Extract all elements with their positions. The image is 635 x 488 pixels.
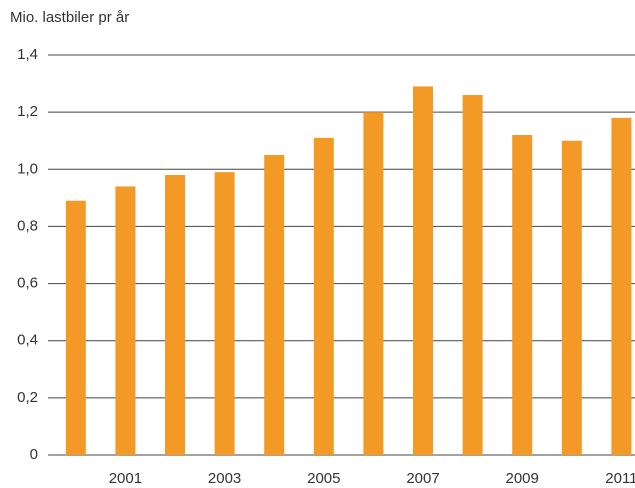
bar: [462, 95, 483, 455]
y-tick-label: 0,6: [17, 275, 38, 292]
y-tick-label: 1,2: [17, 103, 38, 120]
x-tick-label: 2003: [208, 470, 241, 487]
bar: [264, 155, 285, 455]
x-tick-label: 2005: [307, 470, 340, 487]
bar: [214, 172, 235, 455]
y-tick-label: 1,0: [17, 160, 38, 177]
y-tick-label: 0,8: [17, 217, 38, 234]
chart-title: Mio. lastbiler pr år: [10, 9, 129, 26]
bar: [363, 112, 384, 456]
y-tick-label: 0: [30, 446, 38, 463]
y-tick-label: 0,2: [17, 389, 38, 406]
bar: [561, 140, 582, 455]
bar: [413, 86, 433, 455]
x-tick-label: 2007: [406, 470, 439, 487]
x-tick-label: 2011: [605, 470, 635, 487]
bar: [65, 200, 86, 455]
bar: [611, 117, 632, 455]
bar: [115, 186, 136, 455]
y-tick-label: 1,4: [17, 46, 38, 63]
bar: [313, 137, 334, 455]
y-tick-label: 0,4: [17, 332, 38, 349]
bar: [512, 135, 533, 455]
bar: [165, 175, 185, 455]
x-tick-label: 2009: [506, 470, 539, 487]
x-tick-label: 2001: [109, 470, 142, 487]
